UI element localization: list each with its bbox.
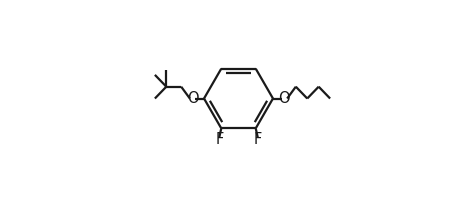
Text: O: O [278, 91, 289, 106]
Text: F: F [215, 132, 223, 147]
Text: O: O [187, 91, 198, 106]
Text: F: F [253, 132, 261, 147]
